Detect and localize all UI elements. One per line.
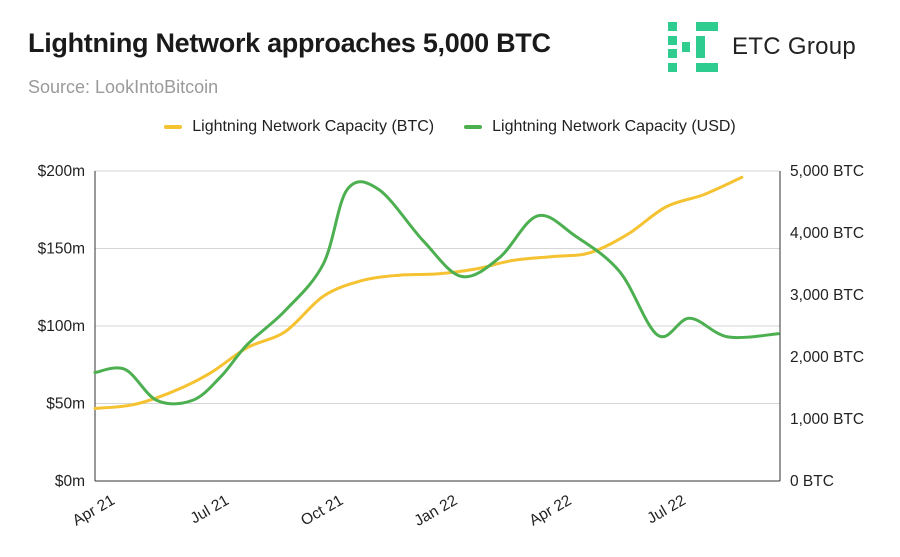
legend-swatch-btc — [164, 125, 183, 129]
y-right-tick-label: 2,000 BTC — [790, 349, 864, 366]
brand-name: ETC Group — [732, 33, 857, 60]
x-tick-label: Apr 22 — [526, 492, 574, 530]
y-right-tick-label: 0 BTC — [790, 473, 834, 490]
x-tick-label: Oct 21 — [298, 492, 346, 530]
legend-swatch-usd — [464, 125, 483, 129]
y-left-tick-label: $50m — [46, 396, 85, 413]
y-right-tick-label: 5,000 BTC — [790, 163, 864, 180]
x-tick-label: Jul 22 — [644, 492, 688, 527]
x-tick-label: Jan 22 — [412, 492, 461, 530]
legend-item-btc: Lightning Network Capacity (BTC) — [164, 118, 434, 136]
y-left-tick-label: $200m — [38, 163, 85, 180]
brand-logo: ETC Group — [668, 22, 856, 72]
y-right-tick-label: 4,000 BTC — [790, 225, 864, 242]
chart-title: Lightning Network approaches 5,000 BTC — [28, 28, 551, 58]
y-right-tick-label: 3,000 BTC — [790, 287, 864, 304]
series-line-usd — [93, 180, 780, 406]
chart-legend: Lightning Network Capacity (BTC) Lightni… — [0, 118, 900, 136]
x-tick-label: Jul 21 — [188, 492, 232, 527]
legend-item-usd: Lightning Network Capacity (USD) — [464, 118, 736, 136]
etc-logo-icon — [668, 22, 718, 72]
y-left-tick-label: $0m — [55, 473, 85, 490]
chart-source: Source: LookIntoBitcoin — [28, 77, 219, 97]
legend-label-usd: Lightning Network Capacity (USD) — [492, 118, 736, 135]
series-line-btc — [93, 175, 744, 410]
x-tick-label: Apr 21 — [70, 492, 118, 530]
y-left-tick-label: $100m — [38, 318, 85, 335]
y-left-tick-label: $150m — [38, 241, 85, 258]
y-right-tick-label: 1,000 BTC — [790, 411, 864, 428]
legend-label-btc: Lightning Network Capacity (BTC) — [192, 118, 435, 135]
